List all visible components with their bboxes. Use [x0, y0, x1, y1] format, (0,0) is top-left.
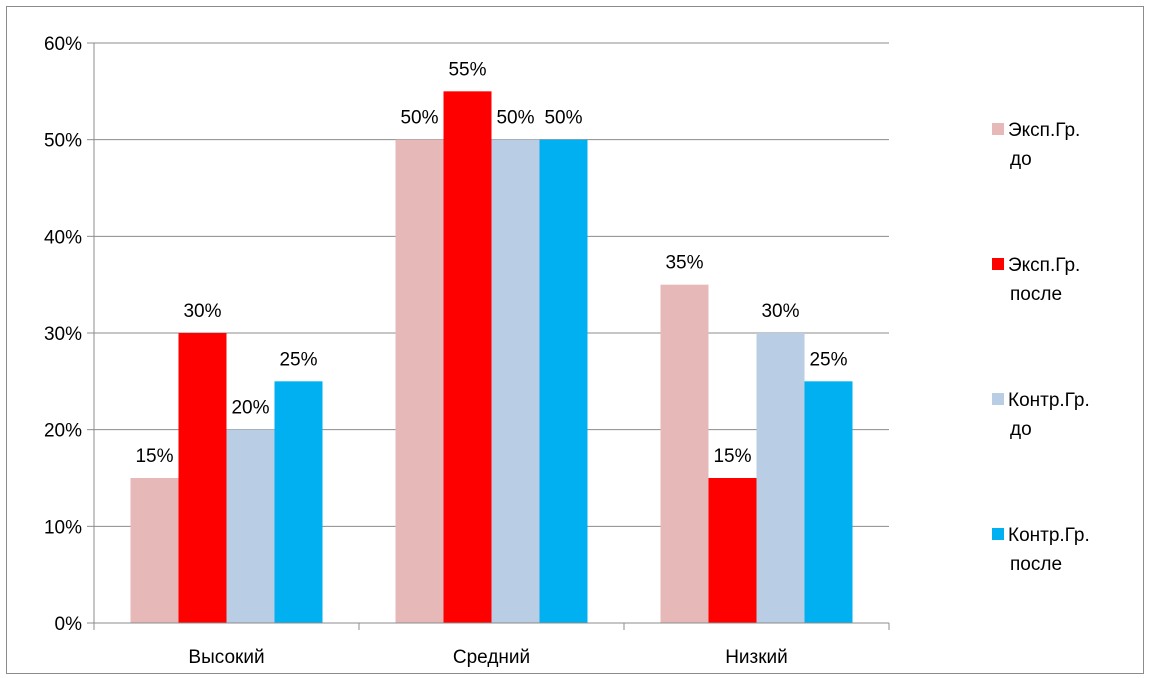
axes: 0% 10% 20% 30% 40% 50% 60% Высокий Средний Низкий [44, 34, 890, 668]
legend-item: Контр.Гр. до [992, 390, 1090, 440]
legend-label: Эксп.Гр. после [1008, 255, 1080, 305]
y-tick-label: 60% [44, 34, 82, 55]
legend-swatch [992, 258, 1004, 270]
data-label: 55% [448, 59, 486, 80]
bar [491, 139, 540, 623]
legend-label: Контр.Гр. до [1008, 390, 1090, 440]
legend-swatch [992, 123, 1004, 135]
data-label: 50% [496, 108, 534, 129]
y-tick-label: 50% [44, 131, 82, 152]
data-label: 25% [279, 349, 317, 370]
y-tick-label: 30% [44, 324, 82, 345]
bar-chart: 0% 10% 20% 30% 40% 50% 60% Высокий Средний Низкий… [44, 34, 1090, 668]
category-label: Низкий [725, 647, 788, 668]
bar [539, 139, 588, 623]
legend: Эксп.Гр. до Эксп.Гр. после Контр.Гр. до Контр.… [992, 120, 1090, 575]
data-label: 25% [809, 349, 847, 370]
data-labels: 15% 30% 20% 25% 50% 55% 50% 50% 35% 15% 30% 25% [135, 59, 847, 467]
bar [226, 429, 275, 623]
legend-label: Контр.Гр. после [1008, 525, 1090, 575]
y-tick-label: 20% [44, 421, 82, 442]
data-label: 15% [713, 446, 751, 467]
y-tick-label: 0% [55, 614, 83, 635]
bar [395, 139, 444, 623]
legend-swatch [992, 528, 1004, 540]
data-label: 30% [761, 301, 799, 322]
legend-item: Контр.Гр. после [992, 525, 1090, 575]
data-label: 20% [231, 398, 269, 419]
bar [804, 381, 853, 623]
bar [708, 478, 757, 623]
bar [660, 284, 709, 623]
bar [130, 478, 179, 623]
chart-frame: 0% 10% 20% 30% 40% 50% 60% Высокий Средний Низкий… [6, 6, 1144, 674]
category-label: Средний [453, 647, 530, 668]
legend-swatch [992, 393, 1004, 405]
bar [178, 333, 227, 623]
bar [443, 91, 492, 624]
data-label: 30% [183, 301, 221, 322]
bar [274, 381, 323, 623]
bars [130, 91, 853, 624]
legend-item: Эксп.Гр. после [992, 255, 1080, 305]
category-label: Высокий [188, 647, 264, 668]
bar [756, 333, 805, 623]
data-label: 50% [544, 108, 582, 129]
data-label: 15% [135, 446, 173, 467]
data-label: 50% [400, 108, 438, 129]
legend-label: Эксп.Гр. до [1008, 120, 1080, 170]
legend-item: Эксп.Гр. до [992, 120, 1080, 170]
y-tick-label: 10% [44, 517, 82, 538]
data-label: 35% [665, 253, 703, 274]
y-tick-label: 40% [44, 227, 82, 248]
